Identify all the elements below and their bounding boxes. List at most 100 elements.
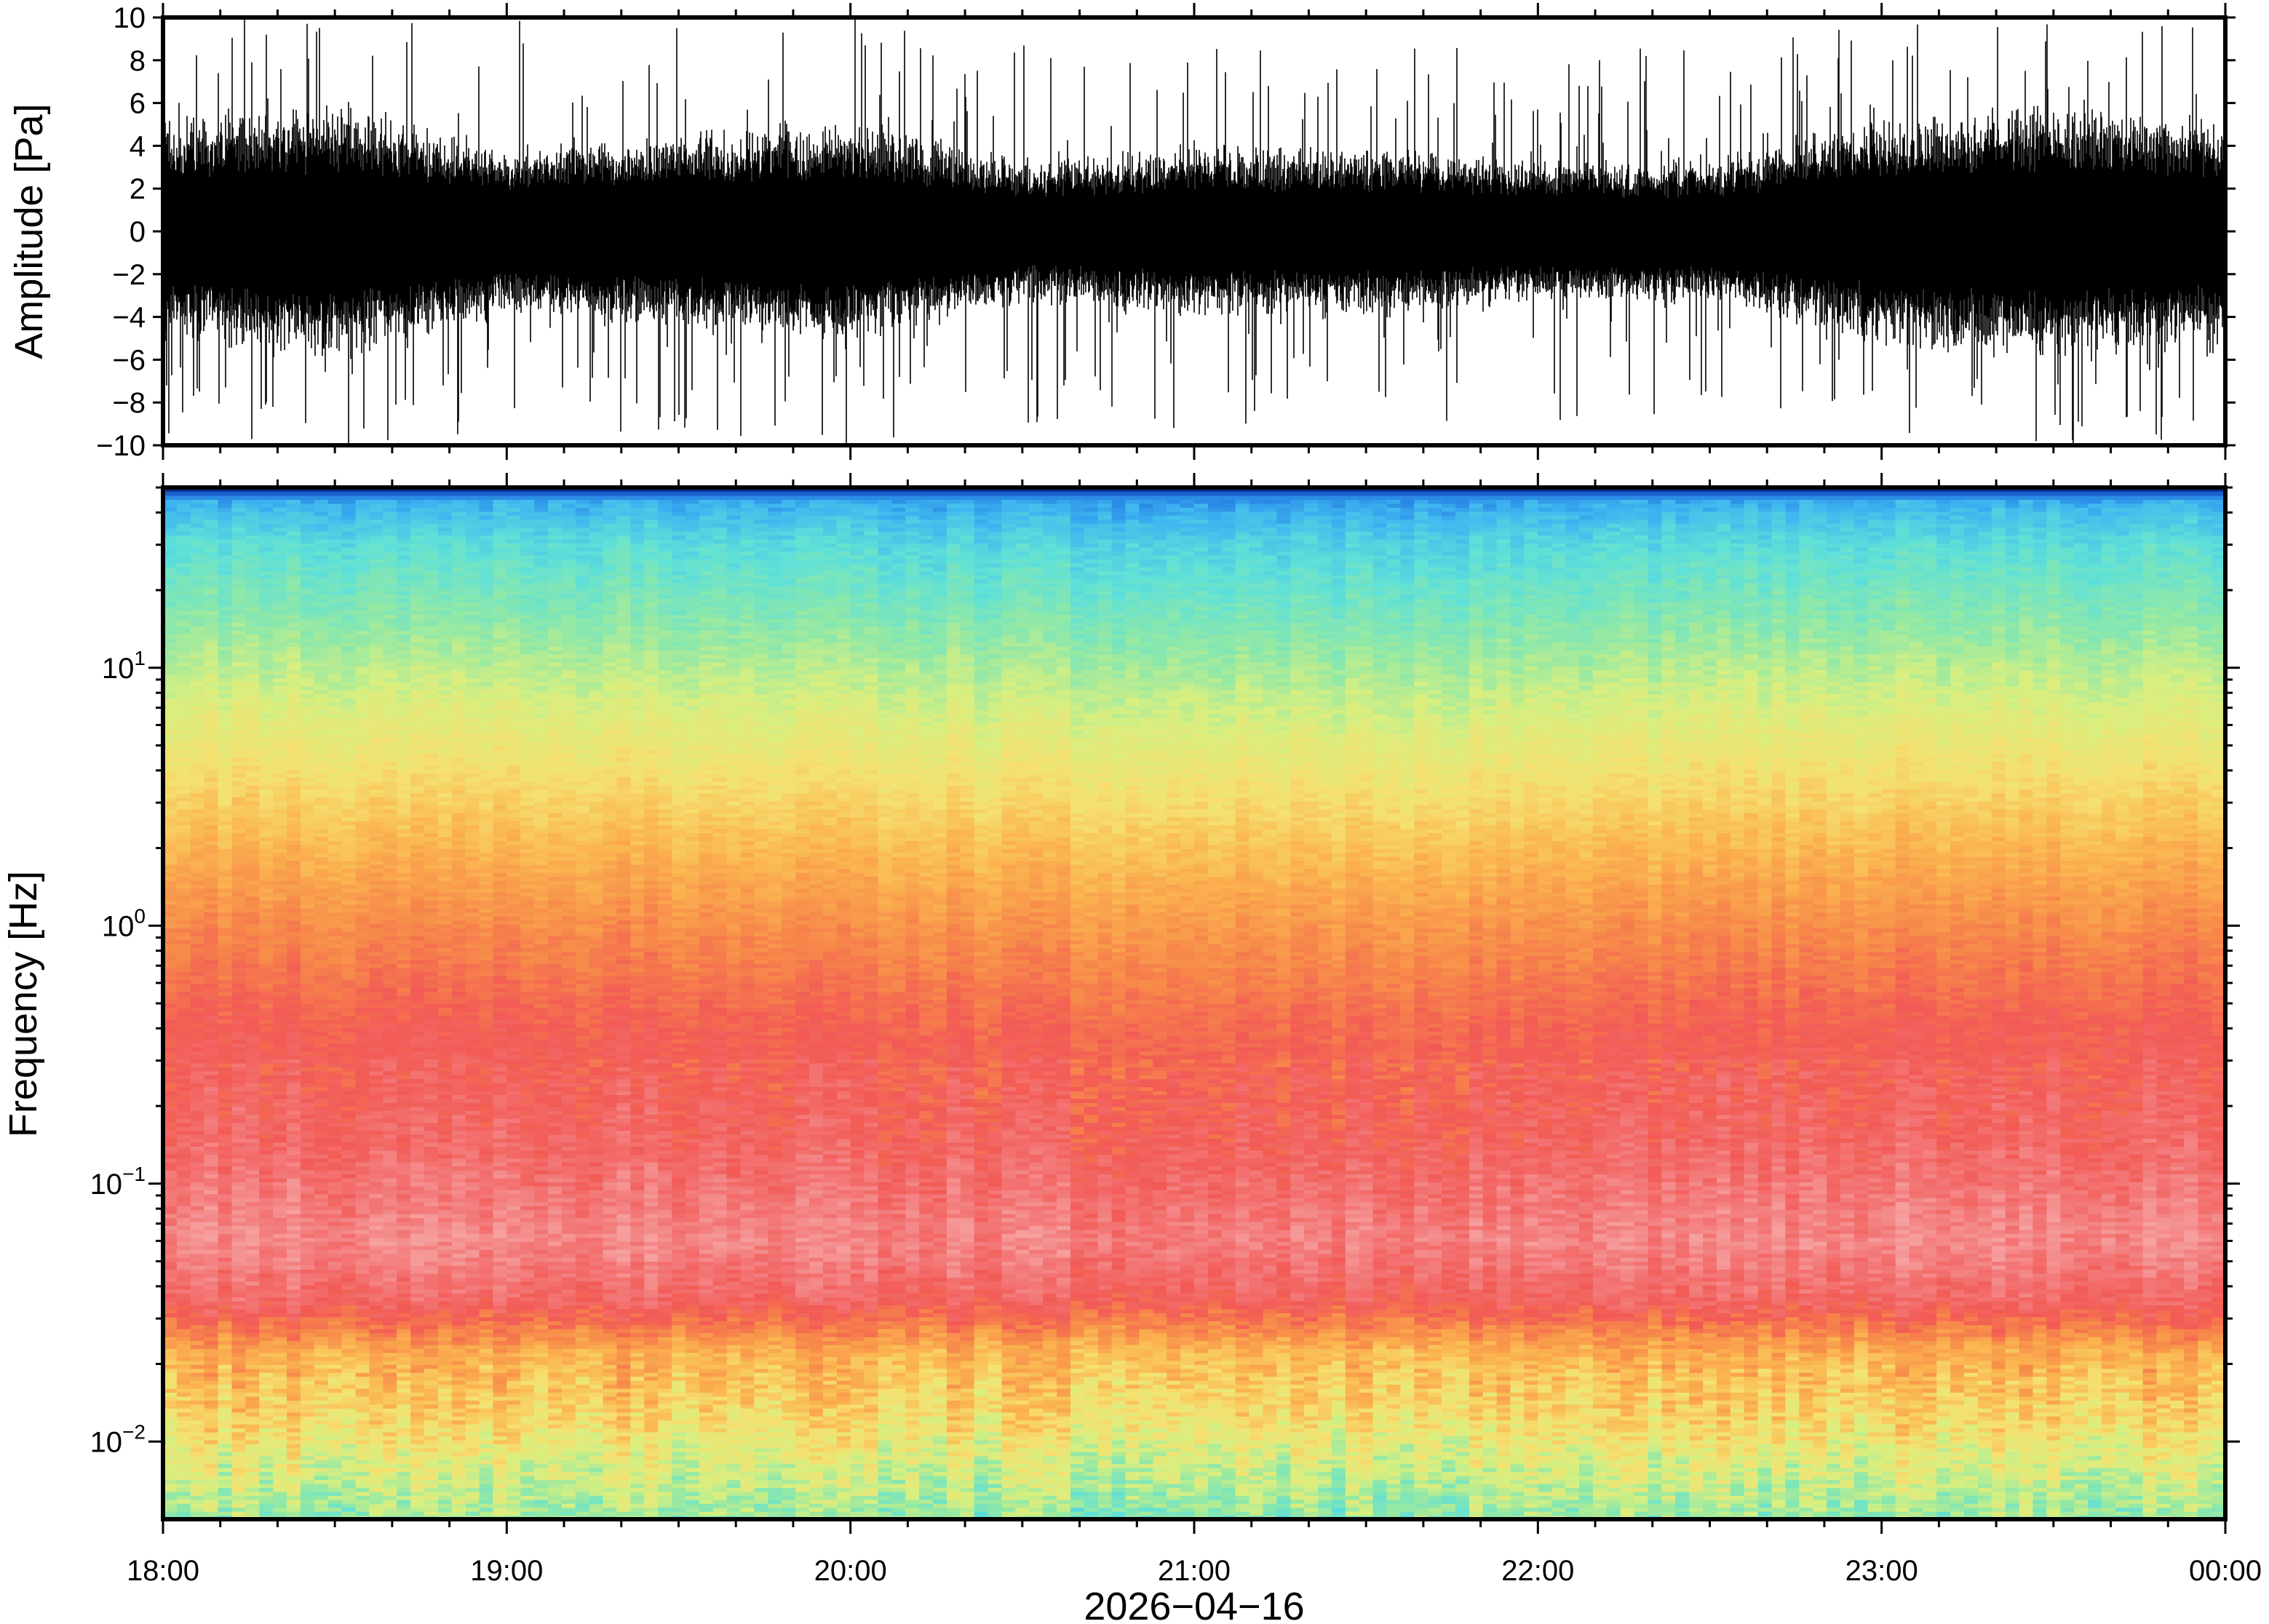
spectrogram-cell <box>190 725 205 731</box>
spectrogram-cell <box>327 1221 343 1227</box>
spectrogram-cell <box>259 677 274 682</box>
spectrogram-cell <box>300 1217 315 1222</box>
spectrogram-cell <box>218 852 233 857</box>
spectrogram-cell <box>204 1134 219 1139</box>
spectrogram-cell <box>218 658 233 663</box>
spectrogram-cell <box>273 785 287 790</box>
spectrogram-cell <box>314 677 329 682</box>
spectrogram-cell <box>259 1424 274 1429</box>
spectrogram-cell <box>327 1142 343 1147</box>
spectrogram-cell <box>369 856 384 861</box>
spectrogram-cell <box>355 574 370 580</box>
spectrogram-cell <box>369 1225 384 1230</box>
spectrogram-cell <box>231 570 246 576</box>
spectrogram-cell <box>355 1463 370 1468</box>
spectrogram-cell <box>287 1301 301 1306</box>
spectrogram-cell <box>287 709 301 715</box>
spectrogram-cell <box>327 1452 343 1457</box>
spectrogram-cell <box>273 1237 287 1242</box>
spectrogram-cell <box>300 1043 315 1048</box>
spectrogram-cell <box>204 829 219 834</box>
spectrogram-cell <box>259 821 274 826</box>
spectrogram-cell <box>287 824 301 829</box>
spectrogram-cell <box>259 499 274 504</box>
spectrogram-cell <box>163 765 178 770</box>
spectrogram-cell <box>341 487 357 493</box>
spectrogram-cell <box>245 1416 260 1421</box>
spectrogram-cell <box>218 1269 233 1274</box>
spectrogram-cell <box>204 1297 219 1302</box>
spectrogram-cell <box>383 991 397 996</box>
spectrogram-cell <box>383 630 397 635</box>
spectrogram-cell <box>327 1352 343 1357</box>
spectrogram-cell <box>355 757 370 762</box>
spectrogram-cell <box>176 543 191 548</box>
spectrogram-cell <box>231 1011 246 1016</box>
spectrogram-cell <box>383 1027 397 1032</box>
spectrogram-cell <box>314 661 329 667</box>
spectrogram-cell <box>341 661 357 667</box>
spectrogram-cell <box>314 1412 329 1417</box>
spectrogram-cell <box>176 618 191 624</box>
spectrogram-cell <box>259 864 274 869</box>
spectrogram-cell <box>231 975 246 980</box>
spectrogram-cell <box>231 1245 246 1250</box>
spectrogram-cell <box>204 1237 219 1242</box>
spectrogram-cell <box>163 1392 178 1397</box>
spectrogram-cell <box>163 1102 178 1107</box>
spectrogram-cell <box>176 1368 191 1373</box>
spectrogram-cell <box>287 872 301 877</box>
spectrogram-cell <box>314 507 329 512</box>
spectrogram-cell <box>300 777 315 782</box>
spectrogram-cell <box>204 1094 219 1099</box>
spectrogram-cell <box>355 1114 370 1119</box>
spectrogram-cell <box>300 1166 315 1171</box>
spectrogram-cell <box>300 1479 315 1484</box>
spectrogram-cell <box>218 999 233 1004</box>
spectrogram-cell <box>245 1483 260 1488</box>
spectrogram-cell <box>259 1098 274 1103</box>
spectrogram-cell <box>327 1491 343 1496</box>
spectrogram-cell <box>397 1416 411 1421</box>
spectrogram-cell <box>163 602 178 608</box>
spectrogram-cell <box>300 1067 315 1072</box>
spectrogram-cell <box>314 705 329 711</box>
spectrogram-cell <box>259 797 274 802</box>
spectrogram-cell <box>327 1067 343 1072</box>
spectrogram-cell <box>176 1023 191 1028</box>
spectrogram-cell <box>245 634 260 639</box>
spectrogram-cell <box>341 1078 357 1083</box>
spectrogram-cell <box>231 626 246 631</box>
waveform-trace <box>163 18 2225 445</box>
spectrogram-cell <box>245 844 260 849</box>
spectrogram-cell <box>397 1027 411 1032</box>
spectrogram-cell <box>314 1237 329 1242</box>
spectrogram-cell <box>231 1428 246 1433</box>
spectrogram-cell <box>163 1019 178 1024</box>
spectrogram-cell <box>190 1083 205 1088</box>
spectrogram-cell <box>245 618 260 624</box>
spectrogram-cell <box>300 1356 315 1361</box>
spectrogram-cell <box>327 1404 343 1409</box>
spectrogram-cell <box>369 960 384 965</box>
spectrogram-cell <box>190 923 205 928</box>
spectrogram-cell <box>231 1054 246 1059</box>
spectrogram-cell <box>245 1360 260 1365</box>
spectrogram-cell <box>397 1269 411 1274</box>
spectrogram-cell <box>314 737 329 742</box>
spectrogram-cell <box>176 1479 191 1484</box>
spectrogram-cell <box>287 848 301 853</box>
spectrogram-cell <box>273 705 287 711</box>
spectrogram-cell <box>176 1468 191 1473</box>
spectrogram-cell <box>245 753 260 758</box>
spectrogram-cell <box>218 1253 233 1258</box>
spectrogram-cell <box>287 503 301 508</box>
spectrogram-cell <box>410 1428 425 1433</box>
spectrogram-cell <box>383 1424 397 1429</box>
spectrogram-cell <box>204 999 219 1004</box>
spectrogram-cell <box>410 1170 425 1175</box>
spectrogram-cell <box>163 1070 178 1075</box>
spectrogram-cell <box>218 1126 233 1131</box>
spectrogram-cell <box>397 920 411 925</box>
spectrogram-cell <box>176 1507 191 1512</box>
